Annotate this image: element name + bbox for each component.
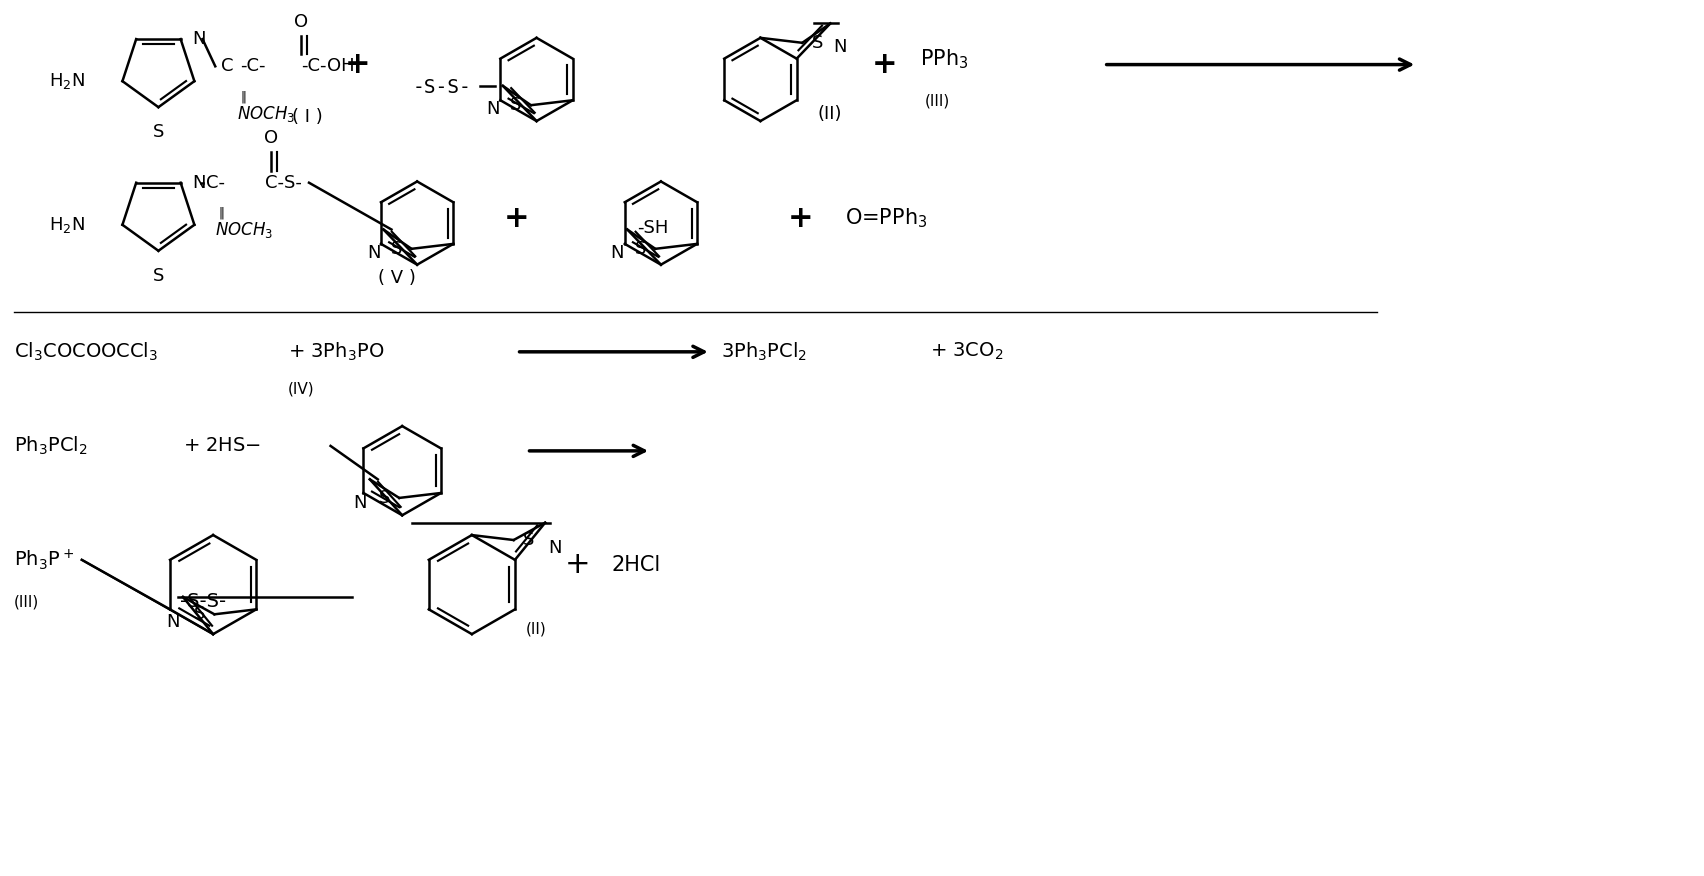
Text: N: N (549, 539, 562, 557)
Text: C-S-: C-S- (266, 173, 302, 192)
Text: -S-S-: -S-S- (181, 592, 227, 611)
Text: (II): (II) (527, 622, 547, 637)
Text: O: O (293, 13, 308, 31)
Text: C: C (222, 57, 233, 75)
Text: N: N (833, 38, 847, 56)
Text: (II): (II) (818, 105, 842, 124)
Text: S: S (378, 489, 390, 507)
Text: $+$: $+$ (564, 550, 588, 579)
Text: N: N (167, 613, 179, 632)
Text: +: + (787, 203, 813, 233)
Text: +: + (872, 50, 898, 79)
Text: PPh$_3$: PPh$_3$ (920, 48, 968, 72)
Text: N: N (353, 494, 366, 512)
Text: -C-: -C- (240, 57, 266, 75)
Text: $+$ 3CO$_2$: $+$ 3CO$_2$ (930, 341, 1004, 363)
Text: -C-OH: -C-OH (302, 57, 354, 75)
Text: N: N (193, 30, 204, 48)
Text: (IV): (IV) (288, 382, 315, 397)
Text: +: + (504, 203, 530, 233)
Text: $\overset{\|}{N}OCH_3$: $\overset{\|}{N}OCH_3$ (215, 206, 274, 243)
Text: S: S (194, 605, 204, 624)
Text: (III): (III) (14, 595, 39, 610)
Text: -S-S-: -S-S- (412, 78, 470, 97)
Text: $\overset{\|}{N}OCH_3$: $\overset{\|}{N}OCH_3$ (237, 90, 295, 126)
Text: S: S (390, 240, 402, 258)
Text: ( V ): ( V ) (378, 269, 416, 286)
Text: (III): (III) (925, 94, 949, 109)
Text: S: S (811, 34, 823, 52)
Text: N: N (610, 244, 624, 262)
Text: S: S (523, 531, 535, 549)
Text: S: S (634, 240, 646, 258)
Text: $+$ 2HS$-$: $+$ 2HS$-$ (184, 436, 261, 456)
Text: +: + (344, 50, 370, 79)
Text: N: N (193, 173, 204, 192)
Text: N: N (486, 100, 499, 118)
Text: C-: C- (206, 173, 225, 192)
Text: 2HCl: 2HCl (612, 555, 661, 575)
Text: Ph$_3$PCl$_2$: Ph$_3$PCl$_2$ (14, 434, 89, 457)
Text: O: O (264, 129, 278, 147)
Text: ( I ): ( I ) (293, 108, 324, 126)
Text: S: S (153, 266, 164, 285)
Text: O=PPh$_3$: O=PPh$_3$ (845, 207, 927, 230)
Text: S: S (153, 123, 164, 141)
Text: Ph$_3$P$^+$: Ph$_3$P$^+$ (14, 548, 75, 572)
Text: N: N (366, 244, 380, 262)
Text: $\mathrm{H_2N}$: $\mathrm{H_2N}$ (49, 215, 85, 235)
Text: 3Ph$_3$PCl$_2$: 3Ph$_3$PCl$_2$ (721, 341, 806, 363)
Text: S: S (509, 96, 521, 114)
Text: $+$ 3Ph$_3$PO: $+$ 3Ph$_3$PO (288, 341, 385, 363)
Text: Cl$_3$COCOOCCl$_3$: Cl$_3$COCOOCCl$_3$ (14, 341, 158, 363)
Text: $\mathrm{H_2N}$: $\mathrm{H_2N}$ (49, 71, 85, 91)
Text: -SH: -SH (637, 218, 668, 237)
